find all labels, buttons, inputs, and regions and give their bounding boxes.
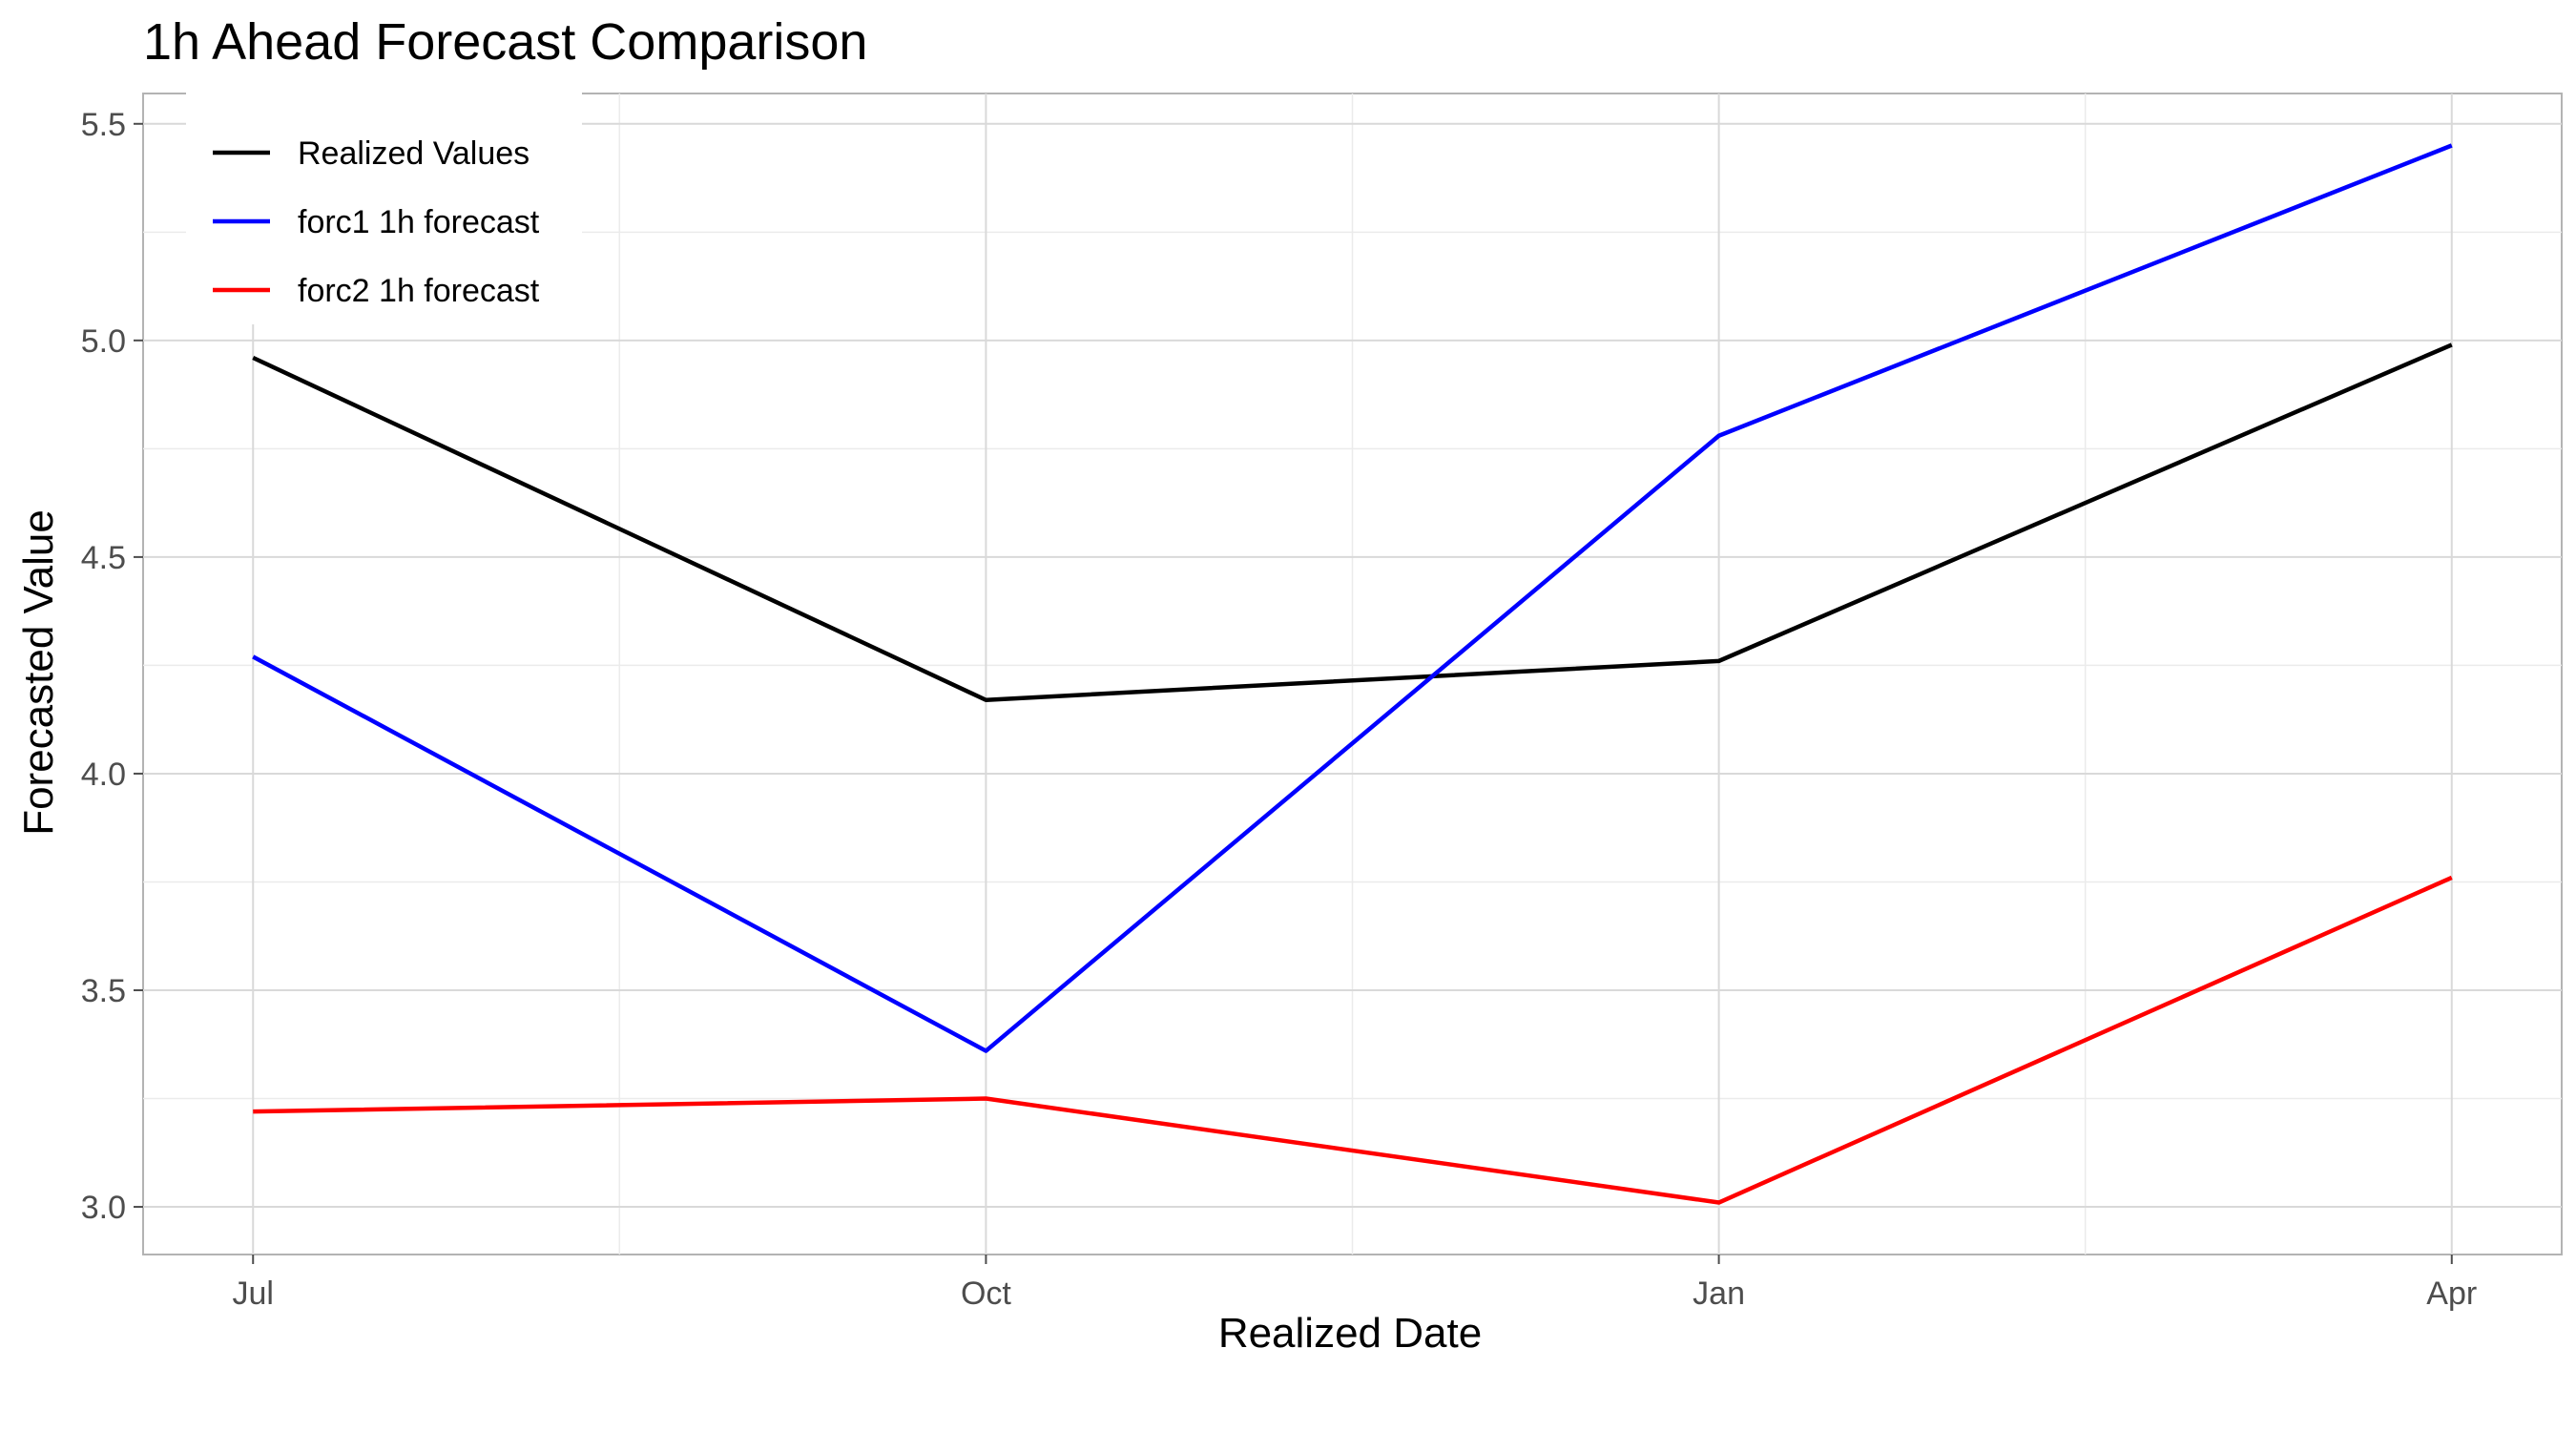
series-line-3 (253, 875, 2453, 1205)
legend-label: Realized Values (298, 135, 530, 172)
x-tick-label: Oct (961, 1275, 1011, 1312)
chart-title: 1h Ahead Forecast Comparison (143, 13, 867, 71)
y-axis-title: Forecasted Value (15, 509, 62, 836)
y-tick-label: 4.0 (81, 757, 126, 793)
y-tick-label: 5.5 (81, 107, 126, 143)
legend-box (186, 91, 582, 324)
series-line-1 (252, 342, 2453, 702)
x-tick-label: Jul (232, 1275, 273, 1312)
legend-label: forc1 1h forecast (298, 204, 540, 240)
y-tick-label: 5.0 (81, 323, 126, 360)
x-axis-ticks: Jul Oct Jan Apr (232, 1255, 2477, 1312)
y-tick-label: 3.0 (81, 1190, 126, 1226)
x-tick-label: Jan (1693, 1275, 1745, 1312)
y-axis-ticks: 3.0 3.5 4.0 4.5 5.0 5.5 (81, 107, 143, 1226)
y-tick-label: 4.5 (81, 540, 126, 576)
y-tick-label: 3.5 (81, 973, 126, 1009)
series-line-2 (252, 143, 2453, 1053)
x-axis-title: Realized Date (1218, 1310, 1482, 1357)
x-tick-label: Apr (2426, 1275, 2477, 1312)
series-layer (252, 143, 2453, 1205)
legend: Realized Values forc1 1h forecast forc2 1h… (186, 91, 582, 324)
legend-label: forc2 1h forecast (298, 273, 540, 309)
